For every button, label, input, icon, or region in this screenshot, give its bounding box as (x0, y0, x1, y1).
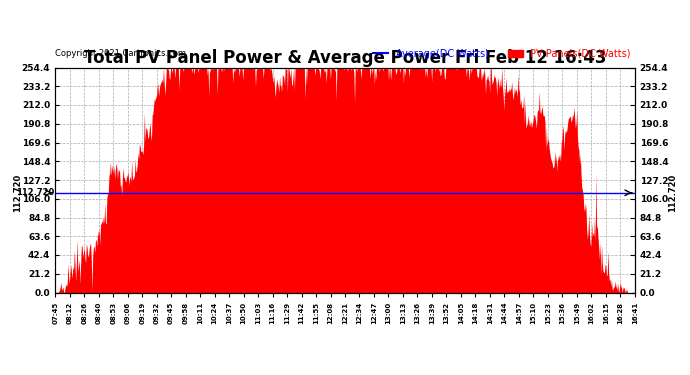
Legend: Average(DC Watts), PV Panels(DC Watts): Average(DC Watts), PV Panels(DC Watts) (369, 45, 635, 63)
Title: Total PV Panel Power & Average Power Fri Feb 12 16:43: Total PV Panel Power & Average Power Fri… (83, 50, 607, 68)
Text: 112.720: 112.720 (668, 174, 677, 212)
Text: 112.720: 112.720 (17, 188, 55, 197)
Text: Copyright 2021 Cartronics.com: Copyright 2021 Cartronics.com (55, 50, 186, 58)
Text: 112.720: 112.720 (13, 174, 22, 212)
